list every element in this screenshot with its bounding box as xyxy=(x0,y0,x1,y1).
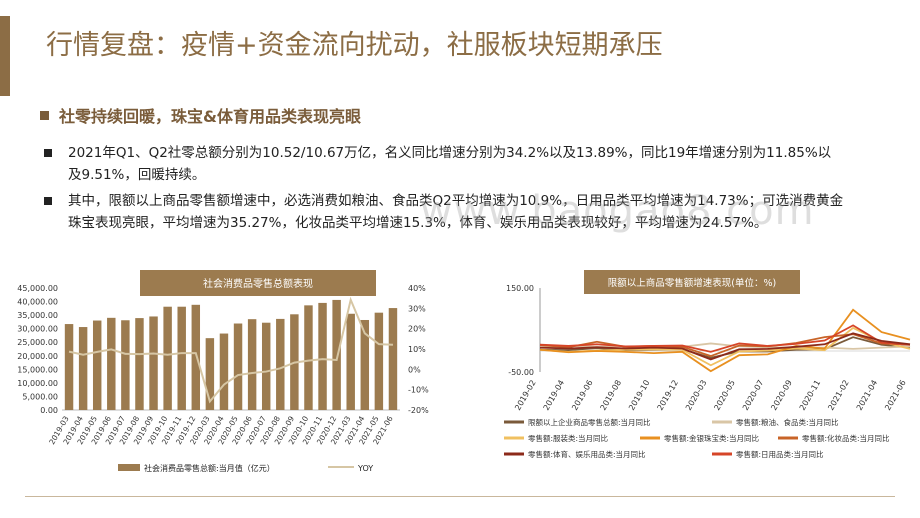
x-tick-label: 2020-05 xyxy=(712,379,737,412)
bar xyxy=(261,322,271,410)
x-tick-label: 2019-02 xyxy=(513,379,538,412)
watermark: www.baogao8.com xyxy=(420,188,815,234)
category-growth-chart: 限额以上商品零售额增速表现(单位：%) -50.00 150.00 2019-02… xyxy=(504,270,911,459)
y-tick-label: 40,000.00 xyxy=(17,298,58,307)
x-tick-label: 2019-04 xyxy=(542,379,567,412)
legend-bar-swatch xyxy=(118,464,140,471)
bar xyxy=(149,316,158,410)
y2-tick-label: 40% xyxy=(408,284,426,293)
legend-line-label: YOY xyxy=(357,464,373,473)
bullet-text-1: 2021年Q1、Q2社零总额分别为10.52/10.67万亿，名义同比增速分别为… xyxy=(68,145,832,183)
square-bullet-icon xyxy=(44,197,52,205)
legend-label: 零售额:化妆品类:当月同比 xyxy=(802,433,890,443)
x-tick-label: 2020-03 xyxy=(684,379,709,412)
y-tick-label: 5,000.00 xyxy=(22,392,58,401)
legend-label: 零售额:粮油、食品类:当月同比 xyxy=(736,417,839,427)
series-line xyxy=(539,324,911,353)
legend-label: 零售额:金银珠宝类:当月同比 xyxy=(664,433,760,443)
x-tick-label: 2021-04 xyxy=(855,379,880,412)
x-tick-label: 2020-07 xyxy=(741,379,766,412)
retail-sales-chart: 社会消费品零售总额表现 0.00 5,000.00 10,000.00 15,000.… xyxy=(17,270,429,473)
page-title: 行情复盘：疫情+资金流向扰动，社服板块短期承压 xyxy=(46,30,663,61)
chart-title: 社会消费品零售总额表现 xyxy=(203,277,313,290)
bar xyxy=(177,306,186,410)
bar xyxy=(360,319,370,410)
bullet-item-2: 其中，限额以上商品零售额增速中，必选消费如粮油、食品类Q2平均增速为10.9%，… xyxy=(44,190,844,234)
chart-legend: 社会消费品零售总额:当月值（亿元） YOY xyxy=(118,463,373,473)
chart-title-banner xyxy=(140,270,376,296)
bar xyxy=(388,308,398,410)
y2-tick-label: 30% xyxy=(408,304,426,313)
legend-bar-label: 社会消费品零售总额:当月值（亿元） xyxy=(144,463,275,473)
x-tick-label: 2019-10 xyxy=(627,379,652,412)
bar xyxy=(374,312,384,410)
legend-label: 零售额:体育、娱乐用品类:当月同比 xyxy=(528,449,646,459)
y-tick-label: -50.00 xyxy=(508,368,534,377)
square-bullet-icon xyxy=(44,149,52,157)
y2-tick-label: 0% xyxy=(408,365,421,374)
bar xyxy=(247,319,257,410)
bar xyxy=(318,302,327,410)
bullet-text-2: 其中，限额以上商品零售额增速中，必选消费如粮油、食品类Q2平均增速为10.9%，… xyxy=(68,193,844,231)
bar xyxy=(205,338,215,410)
bar xyxy=(219,333,229,410)
bar xyxy=(78,327,88,410)
bar xyxy=(191,304,201,410)
bar xyxy=(64,324,74,410)
y-tick-label: 20,000.00 xyxy=(17,352,58,361)
bar xyxy=(121,320,130,410)
y-tick-label: 10,000.00 xyxy=(17,379,58,388)
bar xyxy=(107,317,116,410)
legend-label: 零售额:日用品类:当月同比 xyxy=(736,449,824,459)
y2-tick-label: 10% xyxy=(408,345,426,354)
section-subtitle: 社零持续回暖，珠宝&体育用品类表现亮眼 xyxy=(40,103,361,127)
series-line xyxy=(539,308,911,373)
x-tick-label: 2020-11 xyxy=(798,379,823,412)
y-tick-label: 35,000.00 xyxy=(17,311,58,320)
bar xyxy=(233,323,243,410)
series-line xyxy=(539,332,911,361)
y-tick-label: 15,000.00 xyxy=(17,365,58,374)
subtitle-text: 社零持续回暖，珠宝&体育用品类表现亮眼 xyxy=(59,107,361,126)
bullet-item-1: 2021年Q1、Q2社零总额分别为10.52/10.67万亿，名义同比增速分别为… xyxy=(44,142,844,186)
bar xyxy=(92,320,102,410)
chart-title-banner xyxy=(584,270,800,294)
bar xyxy=(276,318,285,410)
y2-tick-label: -20% xyxy=(408,406,429,415)
y2-tick-label: 20% xyxy=(408,325,426,334)
y-tick-label: 30,000.00 xyxy=(17,325,58,334)
x-tick-label: 2020-09 xyxy=(769,379,794,412)
y-tick-label: 0.00 xyxy=(40,406,58,415)
x-tick-label: 2019-08 xyxy=(599,379,624,412)
chart-title: 限额以上商品零售额增速表现(单位：%) xyxy=(608,277,776,289)
bar xyxy=(163,306,172,410)
yoy-line xyxy=(68,296,394,404)
title-accent-bar xyxy=(0,16,10,96)
y2-tick-label: -10% xyxy=(408,386,429,395)
bar xyxy=(135,318,144,410)
bar xyxy=(304,305,313,410)
x-tick-label: 2019-12 xyxy=(656,379,681,412)
legend-label: 零售额:服装类:当月同比 xyxy=(528,433,609,443)
square-bullet-icon xyxy=(40,111,49,120)
bar xyxy=(332,299,341,410)
x-tick-label: 2021-02 xyxy=(826,379,851,412)
y-tick-label: 25,000.00 xyxy=(17,338,58,347)
legend-label: 限额以上企业商品零售总额:当月同比 xyxy=(528,417,651,427)
x-tick-label: 2021-06 xyxy=(883,379,908,412)
y-tick-label: 150.00 xyxy=(506,284,534,293)
bar xyxy=(346,313,355,410)
footer-divider xyxy=(25,496,895,497)
y-tick-label: 45,000.00 xyxy=(17,284,58,293)
x-tick-label: 2019-06 xyxy=(570,379,595,412)
